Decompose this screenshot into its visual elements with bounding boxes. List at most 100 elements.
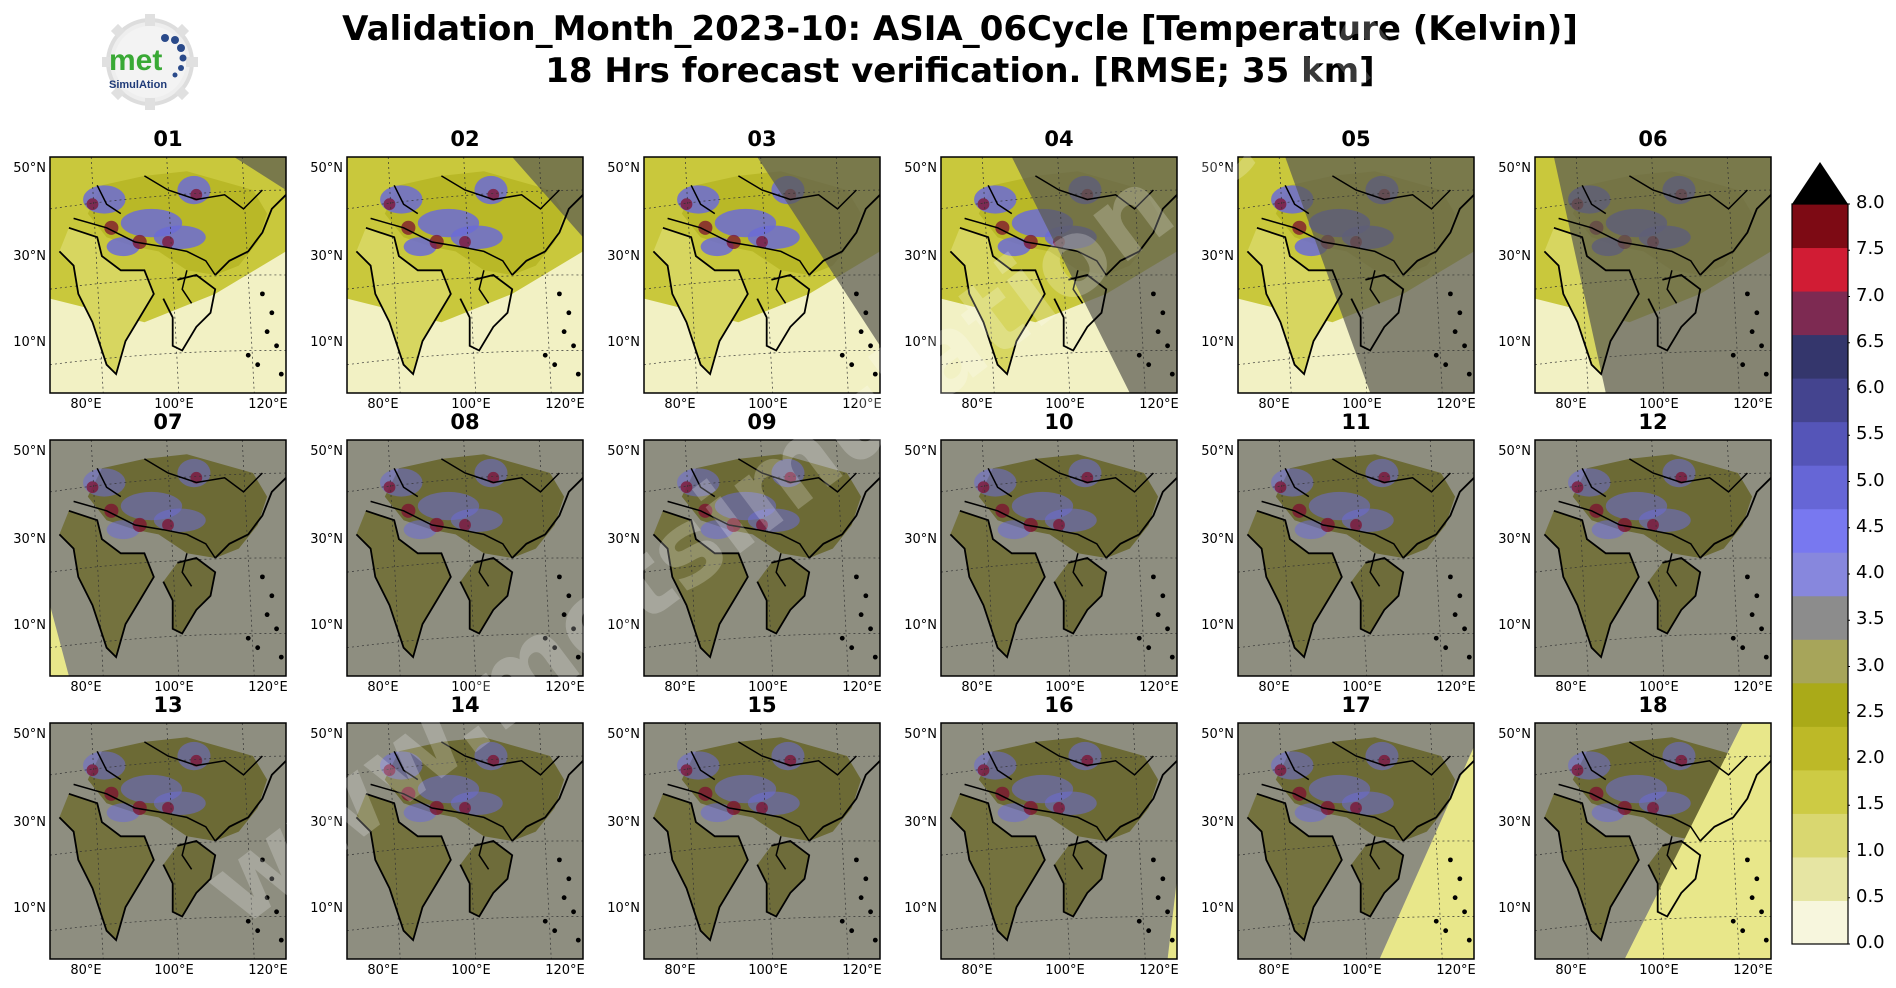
high-error-band [380, 741, 508, 823]
field-land [681, 737, 862, 841]
map-panel [1237, 156, 1475, 394]
field-light [50, 157, 286, 393]
lat-tick-label: 10°N [1201, 335, 1234, 350]
panel-title: 12 [1638, 410, 1668, 434]
lat-tick-label: 50°N [607, 161, 640, 176]
field-india [59, 510, 154, 658]
lat-tick-label: 30°N [1201, 249, 1234, 264]
panel-frame [346, 439, 584, 677]
field-india [59, 227, 154, 375]
graticule [644, 157, 880, 393]
colorbar-tick-label: 0.0 [1856, 932, 1885, 953]
high-error-band [1271, 458, 1399, 540]
map-panel [1534, 722, 1772, 960]
revealed-field [1167, 878, 1177, 959]
field-india [1247, 510, 1342, 658]
field-ocean [644, 440, 880, 676]
high-error-band [380, 175, 508, 257]
lon-tick-label: 80°E [1555, 963, 1587, 978]
map-panel [940, 156, 1178, 394]
lat-tick-label: 30°N [1498, 249, 1531, 264]
field-land [1275, 737, 1456, 841]
field-india [1544, 510, 1639, 658]
high-error-band [974, 741, 1102, 823]
map-panel [940, 722, 1178, 960]
lat-tick-label: 30°N [607, 249, 640, 264]
map-field [1535, 723, 1771, 959]
lon-tick-label: 120°E [1139, 963, 1179, 978]
graticule [644, 440, 880, 676]
lat-tick-label: 50°N [607, 727, 640, 742]
colorbar-tick-label: 1.0 [1856, 839, 1885, 861]
lat-tick-label: 30°N [13, 249, 46, 264]
coastlines [652, 175, 880, 377]
field-high [681, 171, 862, 275]
lon-tick-label: 80°E [664, 963, 696, 978]
lon-tick-label: 80°E [367, 680, 399, 695]
lat-tick-label: 50°N [607, 444, 640, 459]
lon-tick-label: 120°E [1139, 680, 1179, 695]
coastlines [1246, 458, 1474, 660]
map-field [1238, 723, 1474, 959]
coastlines [652, 741, 880, 943]
panel-frame [1237, 439, 1475, 677]
lon-tick-label: 80°E [961, 397, 993, 412]
graticule [644, 723, 880, 959]
map-field [941, 157, 1177, 393]
colorbar-segment [1792, 247, 1848, 292]
mask-overlay [1011, 157, 1177, 393]
lon-tick-label: 80°E [961, 963, 993, 978]
panel-title: 13 [153, 693, 183, 717]
colorbar-segment [1792, 900, 1848, 945]
panel-frame [49, 156, 287, 394]
lat-tick-label: 30°N [904, 249, 937, 264]
map-field [347, 723, 583, 959]
map-field [1238, 157, 1474, 393]
coastlines [355, 458, 583, 660]
colorbar-segment [1792, 552, 1848, 597]
colorbar-tick-label: 7.0 [1856, 284, 1885, 306]
field-india [950, 793, 1045, 941]
colorbar-segment [1792, 421, 1848, 466]
colorbar-segment [1792, 769, 1848, 814]
colorbar-segment [1792, 813, 1848, 858]
lat-tick-label: 30°N [1498, 532, 1531, 547]
high-error-band [974, 458, 1102, 540]
map-panel [49, 439, 287, 677]
lon-tick-label: 80°E [1555, 680, 1587, 695]
map-field [644, 157, 880, 393]
lat-tick-label: 30°N [310, 249, 343, 264]
panel-title: 18 [1638, 693, 1668, 717]
graticule [1238, 723, 1474, 959]
lat-tick-label: 10°N [1498, 335, 1531, 350]
field-land [681, 454, 862, 558]
lon-tick-label: 80°E [664, 680, 696, 695]
lat-tick-label: 30°N [1498, 815, 1531, 830]
lon-tick-label: 120°E [545, 680, 585, 695]
field-high [978, 171, 1159, 275]
colorbar-tick-label: 0.5 [1856, 885, 1885, 907]
high-error-band [677, 175, 805, 257]
field-indochina [1351, 558, 1404, 634]
map-panel [940, 439, 1178, 677]
field-indochina [1648, 841, 1701, 917]
high-error-band [1568, 175, 1696, 257]
logo-dots [161, 34, 187, 78]
map-panel [346, 156, 584, 394]
coastlines [355, 175, 583, 377]
field-india [356, 227, 451, 375]
colorbar-tick-label: 7.5 [1856, 238, 1885, 260]
field-mid [941, 157, 1177, 323]
colorbar-tick-label: 4.5 [1856, 515, 1885, 537]
high-error-band [380, 458, 508, 540]
high-error-band [1271, 741, 1399, 823]
panel-title: 17 [1341, 693, 1371, 717]
lon-tick-label: 120°E [1436, 963, 1476, 978]
map-field [941, 440, 1177, 676]
panel-frame [1534, 156, 1772, 394]
lat-tick-label: 50°N [310, 161, 343, 176]
field-indochina [1351, 841, 1404, 917]
panel-title: 03 [747, 127, 777, 151]
lon-tick-label: 100°E [748, 397, 788, 412]
graticule [50, 157, 286, 393]
